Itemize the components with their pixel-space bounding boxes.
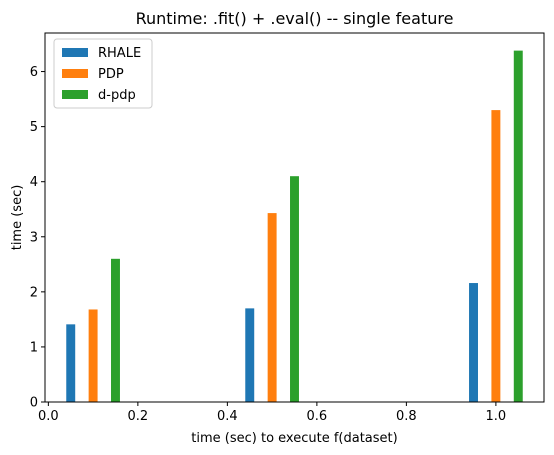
bar-pdp-2: [491, 110, 501, 402]
y-tick-label: 1: [30, 340, 38, 355]
y-tick-label: 5: [30, 120, 38, 135]
bar-d-pdp-1: [290, 176, 299, 402]
x-tick-label: 0.0: [38, 409, 59, 424]
x-tick-label: 0.8: [396, 409, 417, 424]
axes-layer: [44, 32, 545, 403]
x-tick-label: 0.2: [128, 409, 149, 424]
y-tick-label: 6: [30, 65, 38, 80]
y-axis-label: time (sec): [10, 185, 25, 251]
bars-layer: [66, 50, 523, 403]
legend-label: RHALE: [98, 46, 141, 61]
ticks-layer: 0.0 0.2 0.4 0.6 0.8 1.0 0 1 2 3 4 5 6: [30, 65, 507, 424]
bar-d-pdp-2: [513, 50, 523, 403]
bar-pdp-1: [267, 213, 277, 402]
legend-swatch: [62, 48, 88, 57]
x-axis-label: time (sec) to execute f(dataset): [191, 431, 397, 446]
bar-rhale-1: [245, 308, 255, 402]
legend-swatch: [62, 69, 88, 78]
legend-swatch: [62, 90, 88, 99]
bar-d-pdp-0: [111, 258, 120, 402]
legend: RHALE PDP d-pdp: [53, 38, 153, 109]
y-tick-label: 2: [30, 285, 38, 300]
legend-label: PDP: [98, 67, 124, 82]
y-tick-label: 3: [30, 230, 38, 245]
y-tick-label: 0: [30, 396, 38, 411]
x-tick-label: 1.0: [486, 409, 507, 424]
chart-title: Runtime: .fit() + .eval() -- single feat…: [136, 9, 454, 28]
y-tick-label: 4: [30, 175, 38, 190]
plot-frame: [44, 32, 545, 403]
bar-pdp-0: [88, 309, 98, 402]
legend-label: d-pdp: [98, 88, 136, 103]
bar-rhale-2: [469, 283, 478, 402]
bar-rhale-0: [66, 324, 76, 402]
x-tick-label: 0.4: [217, 409, 238, 424]
x-tick-label: 0.6: [307, 409, 328, 424]
